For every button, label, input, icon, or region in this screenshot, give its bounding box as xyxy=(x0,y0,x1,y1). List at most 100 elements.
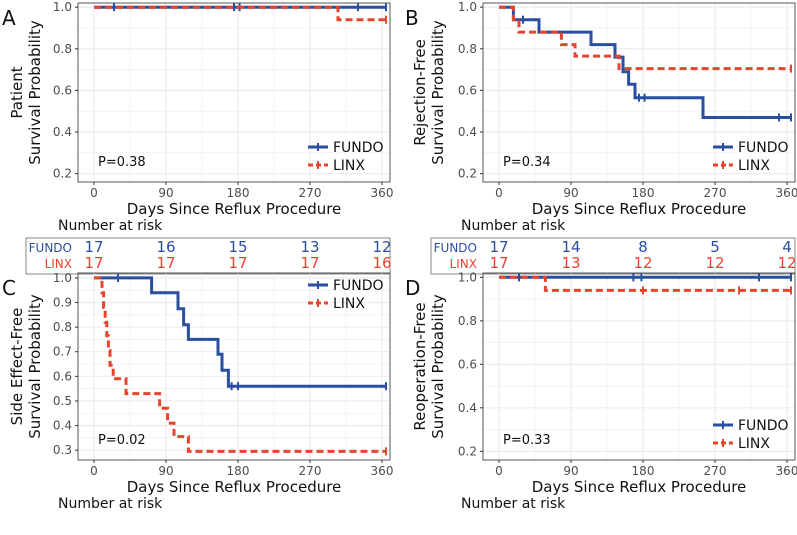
y-tick-label: 0.5 xyxy=(53,394,72,408)
x-tick-label: 270 xyxy=(299,186,322,200)
x-axis-title: Days Since Reflux Procedure xyxy=(127,200,342,218)
risk-group-label-linx: LINX xyxy=(45,257,72,271)
p-value-label: P=0.34 xyxy=(503,155,551,170)
risk-group-label-fundo: FUNDO xyxy=(29,241,72,255)
risk-count-fundo: 15 xyxy=(228,238,247,256)
x-tick-label: 360 xyxy=(776,464,797,478)
y-tick-label: 0.8 xyxy=(53,42,72,56)
legend-label-linx: LINX xyxy=(333,296,365,312)
y-axis-label: PatientSurvival Probability xyxy=(8,20,44,165)
risk-table-frame xyxy=(430,237,796,275)
legend-label-fundo: FUNDO xyxy=(738,140,789,156)
x-tick-label: 360 xyxy=(371,464,394,478)
risk-count-linx: 17 xyxy=(300,254,319,272)
y-tick-label: 0.9 xyxy=(53,296,72,310)
y-axis-label: Rejection-FreeSurvival Probability xyxy=(411,20,447,165)
risk-count-fundo: 4 xyxy=(782,238,792,256)
x-axis-title: Days Since Reflux Procedure xyxy=(532,478,747,496)
risk-count-linx: 12 xyxy=(705,254,724,272)
plot-frame xyxy=(77,272,391,461)
y-tick-label: 0.8 xyxy=(53,320,72,334)
risk-count-fundo: 8 xyxy=(638,238,648,256)
legend-label-fundo: FUNDO xyxy=(333,278,384,294)
risk-table-title: Number at risk xyxy=(461,218,566,234)
risk-count-linx: 17 xyxy=(489,254,508,272)
x-tick-label: 180 xyxy=(632,464,655,478)
y-axis-label-line1: Side Effect-Free xyxy=(8,308,26,426)
risk-count-linx: 12 xyxy=(777,254,796,272)
y-tick-label: 0.7 xyxy=(53,345,72,359)
y-axis-label-line2: Survival Probability xyxy=(26,20,44,165)
x-tick-label: 0 xyxy=(495,186,503,200)
x-axis-title: Days Since Reflux Procedure xyxy=(532,200,747,218)
risk-count-linx: 16 xyxy=(372,254,391,272)
x-tick-label: 360 xyxy=(776,186,797,200)
x-tick-label: 0 xyxy=(90,464,98,478)
risk-count-linx: 17 xyxy=(84,254,103,272)
risk-count-fundo: 13 xyxy=(300,238,319,256)
y-tick-label: 0.2 xyxy=(53,167,72,181)
risk-count-linx: 12 xyxy=(633,254,652,272)
y-axis-label-line2: Survival Probability xyxy=(429,20,447,165)
legend-label-fundo: FUNDO xyxy=(738,418,789,434)
risk-count-fundo: 17 xyxy=(84,238,103,256)
y-tick-label: 0.4 xyxy=(458,401,477,415)
km-curve-linx xyxy=(499,275,791,292)
plot-frame xyxy=(482,272,796,461)
y-tick-label: 0.6 xyxy=(458,83,477,97)
y-axis-label: Side Effect-FreeSurvival Probability xyxy=(8,294,44,439)
x-tick-label: 90 xyxy=(563,464,578,478)
y-tick-label: 0.4 xyxy=(53,419,72,433)
km-curve-fundo xyxy=(94,276,386,388)
x-tick-label: 270 xyxy=(704,464,727,478)
x-tick-label: 360 xyxy=(371,186,394,200)
x-tick-label: 90 xyxy=(158,464,173,478)
panel-d: D Reoperation-FreeSurvival Probability 0.2… xyxy=(405,270,797,512)
y-tick-label: 0.6 xyxy=(53,369,72,383)
risk-count-fundo: 5 xyxy=(710,238,720,256)
km-curve-linx xyxy=(94,5,386,22)
x-tick-label: 270 xyxy=(704,186,727,200)
y-tick-label: 1.0 xyxy=(458,270,477,284)
y-tick-label: 0.2 xyxy=(458,167,477,181)
plot-frame xyxy=(77,2,391,183)
risk-count-linx: 17 xyxy=(156,254,175,272)
risk-count-fundo: 16 xyxy=(156,238,175,256)
risk-count-fundo: 14 xyxy=(561,238,580,256)
risk-count-fundo: 17 xyxy=(489,238,508,256)
y-tick-label: 0.6 xyxy=(458,357,477,371)
panel-letter: B xyxy=(405,6,419,30)
y-tick-label: 1.0 xyxy=(458,0,477,14)
x-tick-label: 180 xyxy=(227,464,250,478)
y-tick-label: 0.4 xyxy=(458,125,477,139)
risk-table-title: Number at risk xyxy=(58,496,163,512)
y-tick-label: 0.8 xyxy=(458,42,477,56)
x-tick-label: 90 xyxy=(563,186,578,200)
y-tick-label: 0.2 xyxy=(458,444,477,458)
y-axis-label-line1: Reoperation-Free xyxy=(411,302,429,430)
risk-table-frame xyxy=(25,237,391,275)
risk-count-linx: 13 xyxy=(561,254,580,272)
y-axis-label-line2: Survival Probability xyxy=(429,294,447,439)
risk-group-label-fundo: FUNDO xyxy=(434,241,477,255)
legend-label-linx: LINX xyxy=(333,158,365,174)
x-axis-title: Days Since Reflux Procedure xyxy=(127,478,342,496)
p-value-label: P=0.33 xyxy=(503,433,551,448)
risk-count-fundo: 12 xyxy=(372,238,391,256)
risk-table-title: Number at risk xyxy=(58,218,163,234)
y-tick-label: 0.6 xyxy=(53,83,72,97)
x-tick-label: 90 xyxy=(158,186,173,200)
x-tick-label: 270 xyxy=(299,464,322,478)
panel-letter: D xyxy=(405,276,420,300)
y-axis-label-line2: Survival Probability xyxy=(26,294,44,439)
y-axis-label-line1: Patient xyxy=(8,66,26,118)
y-tick-label: 1.0 xyxy=(53,271,72,285)
y-tick-label: 0.4 xyxy=(53,125,72,139)
y-tick-label: 0.3 xyxy=(53,443,72,457)
km-curve-linx xyxy=(94,276,386,453)
x-tick-label: 180 xyxy=(632,186,655,200)
